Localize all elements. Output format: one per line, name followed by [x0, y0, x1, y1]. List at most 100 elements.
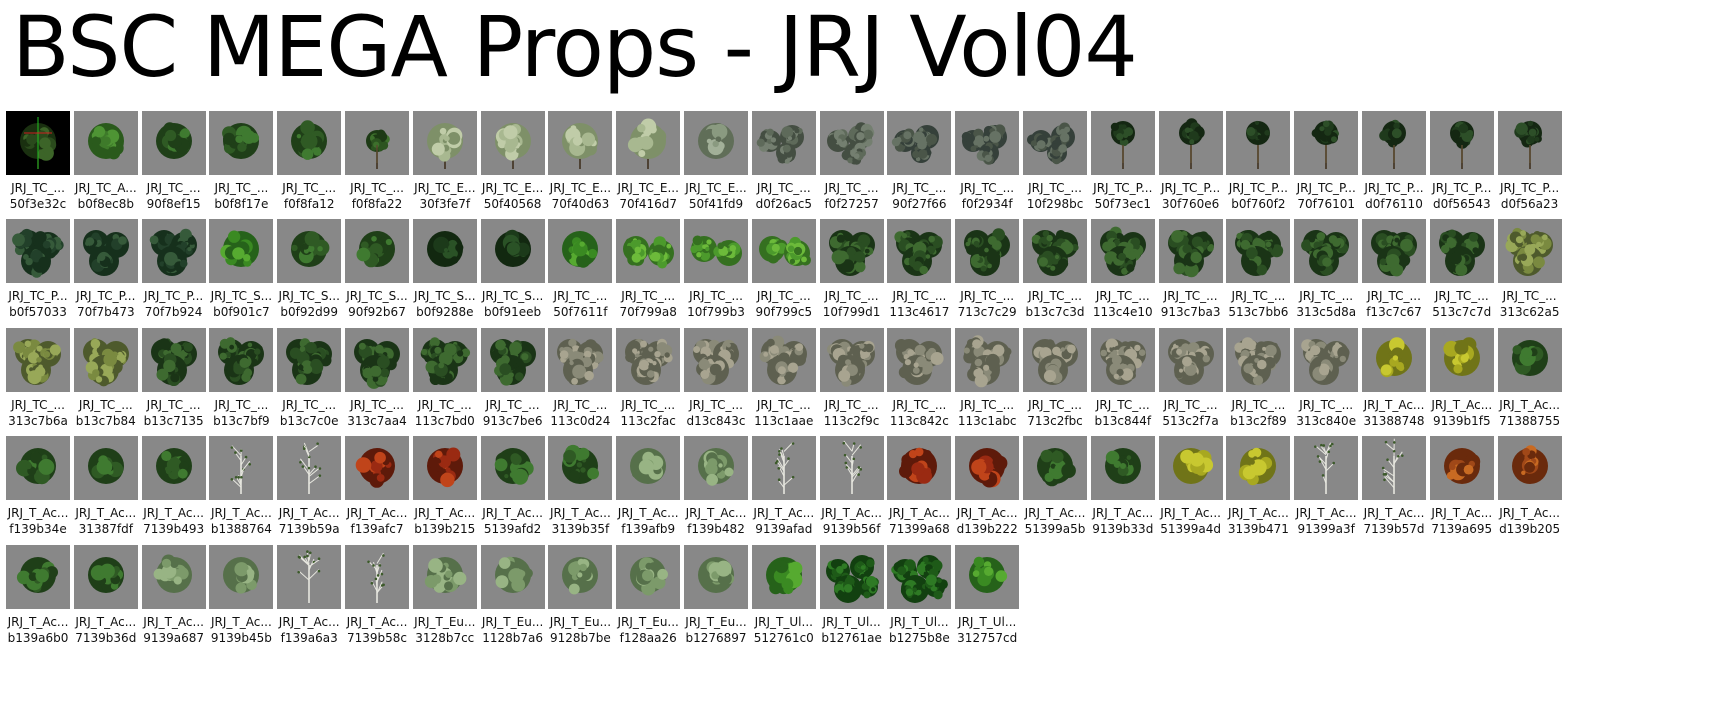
thumbnail-image[interactable] — [1294, 111, 1359, 175]
thumbnail-image[interactable] — [1362, 436, 1426, 500]
thumbnail-image[interactable] — [345, 111, 409, 175]
thumbnail-image[interactable] — [1158, 436, 1223, 500]
thumbnail-item[interactable]: JRJ_TC_... b13c7b84 — [68, 328, 140, 428]
thumbnail-image[interactable] — [1226, 436, 1291, 500]
thumbnail-item[interactable]: JRJ_TC_... 113c1aae — [746, 328, 818, 428]
thumbnail-item[interactable]: JRJ_TC_... 50f3e32c — [0, 111, 72, 211]
thumbnail-item[interactable]: JRJ_T_Ac... 9139a687 — [136, 545, 208, 645]
thumbnail-item[interactable]: JRJ_TC_... d13c843c — [678, 328, 750, 428]
thumbnail-item[interactable]: JRJ_T_Ac... 5139afd2 — [475, 436, 547, 536]
thumbnail-item[interactable]: JRJ_T_Ac... 31388748 — [1356, 328, 1428, 428]
thumbnail-item[interactable]: JRJ_T_Ac... 51399a4d — [1153, 436, 1225, 536]
thumbnail-image[interactable] — [73, 328, 138, 392]
thumbnail-item[interactable]: JRJ_TC_... 513c7c7d — [1424, 219, 1496, 319]
thumbnail-item[interactable]: JRJ_TC_... f0f8fa12 — [271, 111, 343, 211]
thumbnail-image[interactable] — [1429, 219, 1494, 283]
thumbnail-item[interactable]: JRJ_TC_... 913c7be6 — [475, 328, 547, 428]
thumbnail-item[interactable]: JRJ_T_Ac... 3139b35f — [542, 436, 614, 536]
thumbnail-image[interactable] — [345, 219, 409, 283]
thumbnail-image[interactable] — [480, 111, 545, 175]
thumbnail-item[interactable]: JRJ_TC_... b13c7c3d — [1017, 219, 1089, 319]
thumbnail-item[interactable]: JRJ_TC_... b13c7135 — [136, 328, 208, 428]
thumbnail-image[interactable] — [548, 436, 613, 500]
thumbnail-item[interactable]: JRJ_TC_... 313c840e — [1288, 328, 1360, 428]
thumbnail-item[interactable]: JRJ_TC_... 713c2fbc — [1017, 328, 1089, 428]
thumbnail-image[interactable] — [819, 328, 884, 392]
thumbnail-image[interactable] — [684, 219, 748, 283]
thumbnail-item[interactable]: JRJ_TC_... 913c7ba3 — [1153, 219, 1225, 319]
thumbnail-image[interactable] — [1226, 111, 1291, 175]
thumbnail-item[interactable]: JRJ_T_Ac... f139afc7 — [339, 436, 411, 536]
thumbnail-item[interactable]: JRJ_T_Ac... 7139b493 — [136, 436, 208, 536]
thumbnail-image[interactable] — [209, 219, 274, 283]
thumbnail-image[interactable] — [955, 545, 1020, 609]
thumbnail-image[interactable] — [1023, 219, 1087, 283]
thumbnail-image[interactable] — [548, 545, 613, 609]
thumbnail-item[interactable]: JRJ_T_Ac... 7139a695 — [1424, 436, 1496, 536]
thumbnail-item[interactable]: JRJ_TC_... 113c7bd0 — [407, 328, 479, 428]
thumbnail-item[interactable]: JRJ_T_Eu... 9128b7be — [542, 545, 614, 645]
thumbnail-image[interactable] — [6, 545, 70, 609]
thumbnail-image[interactable] — [1090, 111, 1155, 175]
thumbnail-item[interactable]: JRJ_T_Ac... f139b34e — [0, 436, 72, 536]
thumbnail-image[interactable] — [955, 436, 1020, 500]
thumbnail-item[interactable]: JRJ_TC_P... d0f56a23 — [1492, 111, 1564, 211]
thumbnail-image[interactable] — [480, 328, 545, 392]
thumbnail-image[interactable] — [209, 545, 274, 609]
thumbnail-item[interactable]: JRJ_T_Ac... 91399a3f — [1288, 436, 1360, 536]
thumbnail-item[interactable]: JRJ_TC_... 113c4e10 — [1085, 219, 1157, 319]
thumbnail-image[interactable] — [684, 328, 748, 392]
thumbnail-item[interactable]: JRJ_T_Ac... 9139afad — [746, 436, 818, 536]
thumbnail-item[interactable]: JRJ_TC_... f0f8fa22 — [339, 111, 411, 211]
thumbnail-image[interactable] — [1023, 328, 1087, 392]
thumbnail-image[interactable] — [277, 111, 342, 175]
thumbnail-image[interactable] — [6, 111, 70, 175]
thumbnail-item[interactable]: JRJ_T_Ac... f139afb9 — [610, 436, 682, 536]
thumbnail-item[interactable]: JRJ_TC_P... 70f76101 — [1288, 111, 1360, 211]
thumbnail-item[interactable]: JRJ_T_Ac... f139b482 — [678, 436, 750, 536]
thumbnail-item[interactable]: JRJ_T_Ac... f139a6a3 — [271, 545, 343, 645]
thumbnail-image[interactable] — [751, 111, 816, 175]
thumbnail-image[interactable] — [1497, 328, 1562, 392]
thumbnail-item[interactable]: JRJ_T_Ac... b1388764 — [203, 436, 275, 536]
thumbnail-item[interactable]: JRJ_T_Ac... 7139b57d — [1356, 436, 1428, 536]
thumbnail-item[interactable]: JRJ_TC_... b13c2f89 — [1220, 328, 1292, 428]
thumbnail-item[interactable]: JRJ_TC_P... 70f7b924 — [136, 219, 208, 319]
thumbnail-image[interactable] — [141, 436, 206, 500]
thumbnail-image[interactable] — [1429, 436, 1494, 500]
thumbnail-image[interactable] — [751, 545, 816, 609]
thumbnail-image[interactable] — [1497, 436, 1562, 500]
thumbnail-image[interactable] — [887, 328, 952, 392]
thumbnail-item[interactable]: JRJ_TC_... 113c4617 — [881, 219, 953, 319]
thumbnail-item[interactable]: JRJ_TC_P... 50f73ec1 — [1085, 111, 1157, 211]
thumbnail-image[interactable] — [819, 436, 884, 500]
thumbnail-image[interactable] — [141, 219, 206, 283]
thumbnail-item[interactable]: JRJ_T_Ac... b139b215 — [407, 436, 479, 536]
thumbnail-image[interactable] — [480, 436, 545, 500]
thumbnail-image[interactable] — [751, 219, 816, 283]
thumbnail-image[interactable] — [616, 545, 681, 609]
thumbnail-item[interactable]: JRJ_T_Ac... 7139b36d — [68, 545, 140, 645]
thumbnail-item[interactable]: JRJ_T_Ac... b139a6b0 — [0, 545, 72, 645]
thumbnail-item[interactable]: JRJ_TC_... 10f799d1 — [814, 219, 886, 319]
thumbnail-image[interactable] — [1429, 111, 1494, 175]
thumbnail-image[interactable] — [887, 111, 952, 175]
thumbnail-image[interactable] — [684, 545, 748, 609]
thumbnail-item[interactable]: JRJ_TC_S... 90f92b67 — [339, 219, 411, 319]
thumbnail-image[interactable] — [1497, 111, 1562, 175]
thumbnail-image[interactable] — [73, 545, 138, 609]
thumbnail-item[interactable]: JRJ_T_Ac... 71399a68 — [881, 436, 953, 536]
thumbnail-item[interactable]: JRJ_TC_E... 50f40568 — [475, 111, 547, 211]
thumbnail-item[interactable]: JRJ_TC_E... 30f3fe7f — [407, 111, 479, 211]
thumbnail-item[interactable]: JRJ_TC_... 90f8ef15 — [136, 111, 208, 211]
thumbnail-item[interactable]: JRJ_T_Eu... f128aa26 — [610, 545, 682, 645]
thumbnail-image[interactable] — [955, 111, 1020, 175]
thumbnail-item[interactable]: JRJ_TC_... 50f7611f — [542, 219, 614, 319]
thumbnail-image[interactable] — [1294, 219, 1359, 283]
thumbnail-item[interactable]: JRJ_TC_S... b0f901c7 — [203, 219, 275, 319]
thumbnail-image[interactable] — [277, 545, 342, 609]
thumbnail-item[interactable]: JRJ_TC_... 313c7aa4 — [339, 328, 411, 428]
thumbnail-image[interactable] — [548, 111, 613, 175]
thumbnail-item[interactable]: JRJ_TC_... b13c7c0e — [271, 328, 343, 428]
thumbnail-image[interactable] — [209, 328, 274, 392]
